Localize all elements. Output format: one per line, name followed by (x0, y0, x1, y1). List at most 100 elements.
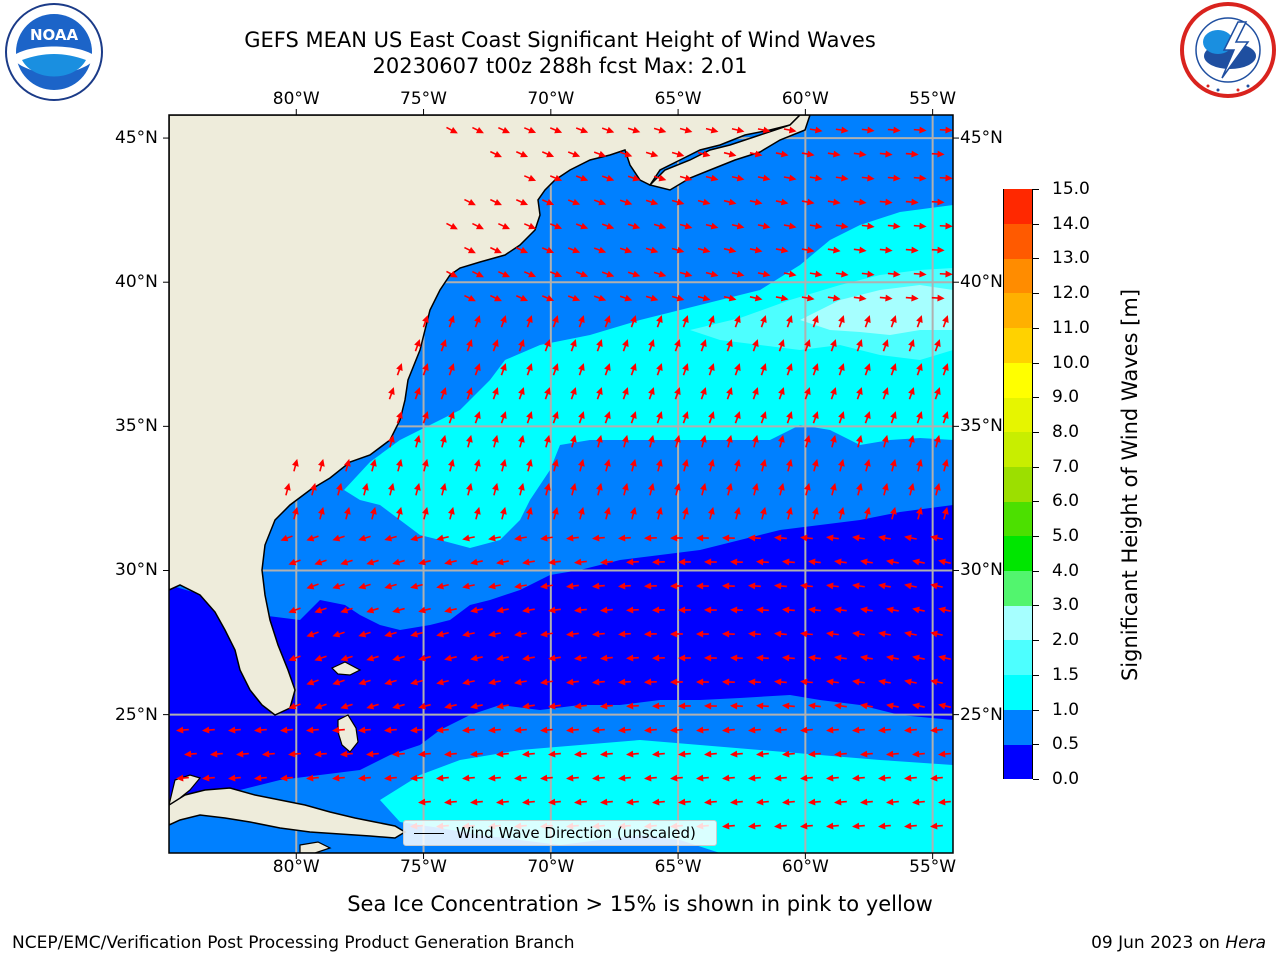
colorbar-tick-mark (1033, 189, 1039, 190)
wave-direction-arrow (522, 558, 535, 566)
wave-direction-arrow (523, 126, 537, 134)
wave-direction-arrow (384, 534, 397, 542)
wave-direction-arrow (827, 246, 841, 254)
wave-direction-arrow (500, 506, 507, 520)
wave-direction-arrow (318, 506, 325, 520)
wave-direction-arrow (826, 630, 839, 638)
wave-direction-arrow (474, 458, 481, 472)
wave-direction-arrow (340, 702, 353, 710)
wave-direction-arrow (912, 558, 925, 566)
lon-tick-label: 75°W (400, 89, 448, 109)
wave-direction-arrow (549, 126, 563, 134)
wave-direction-arrow (878, 678, 891, 686)
wave-direction-arrow (574, 606, 587, 614)
colorbar-segment (1004, 189, 1032, 224)
wave-direction-arrow (756, 798, 769, 806)
colorbar-tick-label: 14.0 (1052, 213, 1090, 234)
wave-direction-arrow (492, 339, 499, 352)
wave-direction-arrow (652, 750, 665, 758)
wave-direction-arrow (444, 702, 457, 710)
wave-direction-arrow (756, 558, 769, 566)
wave-direction-arrow (852, 774, 865, 782)
colorbar-segment (1004, 640, 1032, 676)
land-north-america (169, 115, 802, 716)
wave-direction-arrow (890, 506, 897, 520)
wave-direction-arrow (496, 750, 509, 758)
wave-direction-arrow (414, 339, 421, 352)
wave-direction-arrow (184, 750, 197, 758)
wave-direction-arrow (596, 434, 603, 448)
wave-direction-arrow (775, 246, 789, 254)
wave-direction-arrow (856, 482, 863, 496)
wave-direction-arrow (292, 506, 299, 520)
wave-direction-arrow (228, 726, 241, 734)
wave-direction-arrow (942, 458, 949, 472)
wave-direction-arrow (834, 606, 847, 614)
wave-direction-arrow (202, 726, 215, 734)
wave-direction-arrow (886, 798, 899, 806)
wave-direction-arrow (748, 534, 761, 542)
wave-direction-arrow (514, 678, 527, 686)
wave-direction-arrow (774, 582, 787, 590)
lat-tick-label: 30°N (115, 560, 158, 581)
colorbar-segment (1004, 709, 1032, 745)
wave-direction-arrow (778, 482, 785, 496)
wave-direction-arrow (630, 363, 637, 376)
wave-direction-arrow (644, 534, 657, 542)
wave-direction-arrow (593, 150, 607, 158)
wave-direction-arrow (410, 534, 423, 542)
wave-direction-arrow (726, 339, 733, 352)
wave-direction-arrow (700, 339, 707, 352)
wave-direction-arrow (800, 774, 813, 782)
wave-direction-arrow (366, 558, 379, 566)
wave-direction-arrow (436, 726, 449, 734)
lat-tick-label: 25°N (960, 704, 1003, 725)
wave-direction-arrow (488, 726, 501, 734)
wave-direction-arrow (830, 434, 837, 448)
wave-direction-arrow (570, 434, 577, 448)
wave-direction-arrow (886, 654, 899, 662)
wave-direction-arrow (804, 482, 811, 496)
wave-direction-arrow (774, 630, 787, 638)
wave-direction-arrow (492, 387, 499, 400)
wave-direction-arrow (490, 246, 502, 254)
wave-direction-arrow (522, 702, 535, 710)
wave-direction-arrow (812, 411, 819, 424)
wave-direction-arrow (674, 339, 681, 352)
wave-direction-arrow (488, 534, 501, 542)
wave-direction-arrow (578, 458, 585, 472)
wave-direction-arrow (721, 582, 735, 590)
wave-direction-arrow (886, 750, 899, 758)
wave-direction-arrow (462, 678, 475, 686)
wave-direction-arrow (912, 750, 925, 758)
wave-direction-arrow (626, 750, 639, 758)
wave-direction-arrow (522, 750, 535, 758)
wave-direction-arrow (464, 198, 476, 206)
nws-logo (1180, 2, 1276, 98)
colorbar-segment (1004, 223, 1032, 259)
colorbar-tick-label: 0.5 (1052, 734, 1080, 755)
wave-direction-arrow (782, 702, 795, 710)
wave-direction-arrow (619, 198, 633, 206)
wave-direction-arrow (930, 726, 943, 734)
wave-direction-arrow (838, 506, 845, 520)
wave-direction-arrow (618, 630, 631, 638)
wave-direction-arrow (318, 458, 325, 472)
wave-direction-arrow (827, 150, 841, 158)
wave-direction-arrow (682, 458, 689, 472)
wave-direction-arrow (852, 822, 865, 830)
wave-direction-arrow (552, 411, 559, 424)
wave-direction-arrow (748, 822, 761, 830)
wave-direction-arrow (731, 174, 745, 182)
wave-direction-arrow (904, 534, 917, 542)
wave-direction-arrow (366, 750, 379, 758)
colorbar-tick-label: 12.0 (1052, 283, 1090, 304)
wave-direction-arrow (886, 558, 899, 566)
wave-direction-arrow (786, 458, 793, 472)
wave-direction-arrow (344, 506, 351, 520)
wave-direction-arrow (879, 246, 893, 254)
wave-direction-arrow (306, 534, 319, 542)
wave-direction-arrow (446, 126, 458, 134)
wave-direction-arrow (288, 654, 301, 662)
wave-direction-arrow (541, 294, 555, 302)
